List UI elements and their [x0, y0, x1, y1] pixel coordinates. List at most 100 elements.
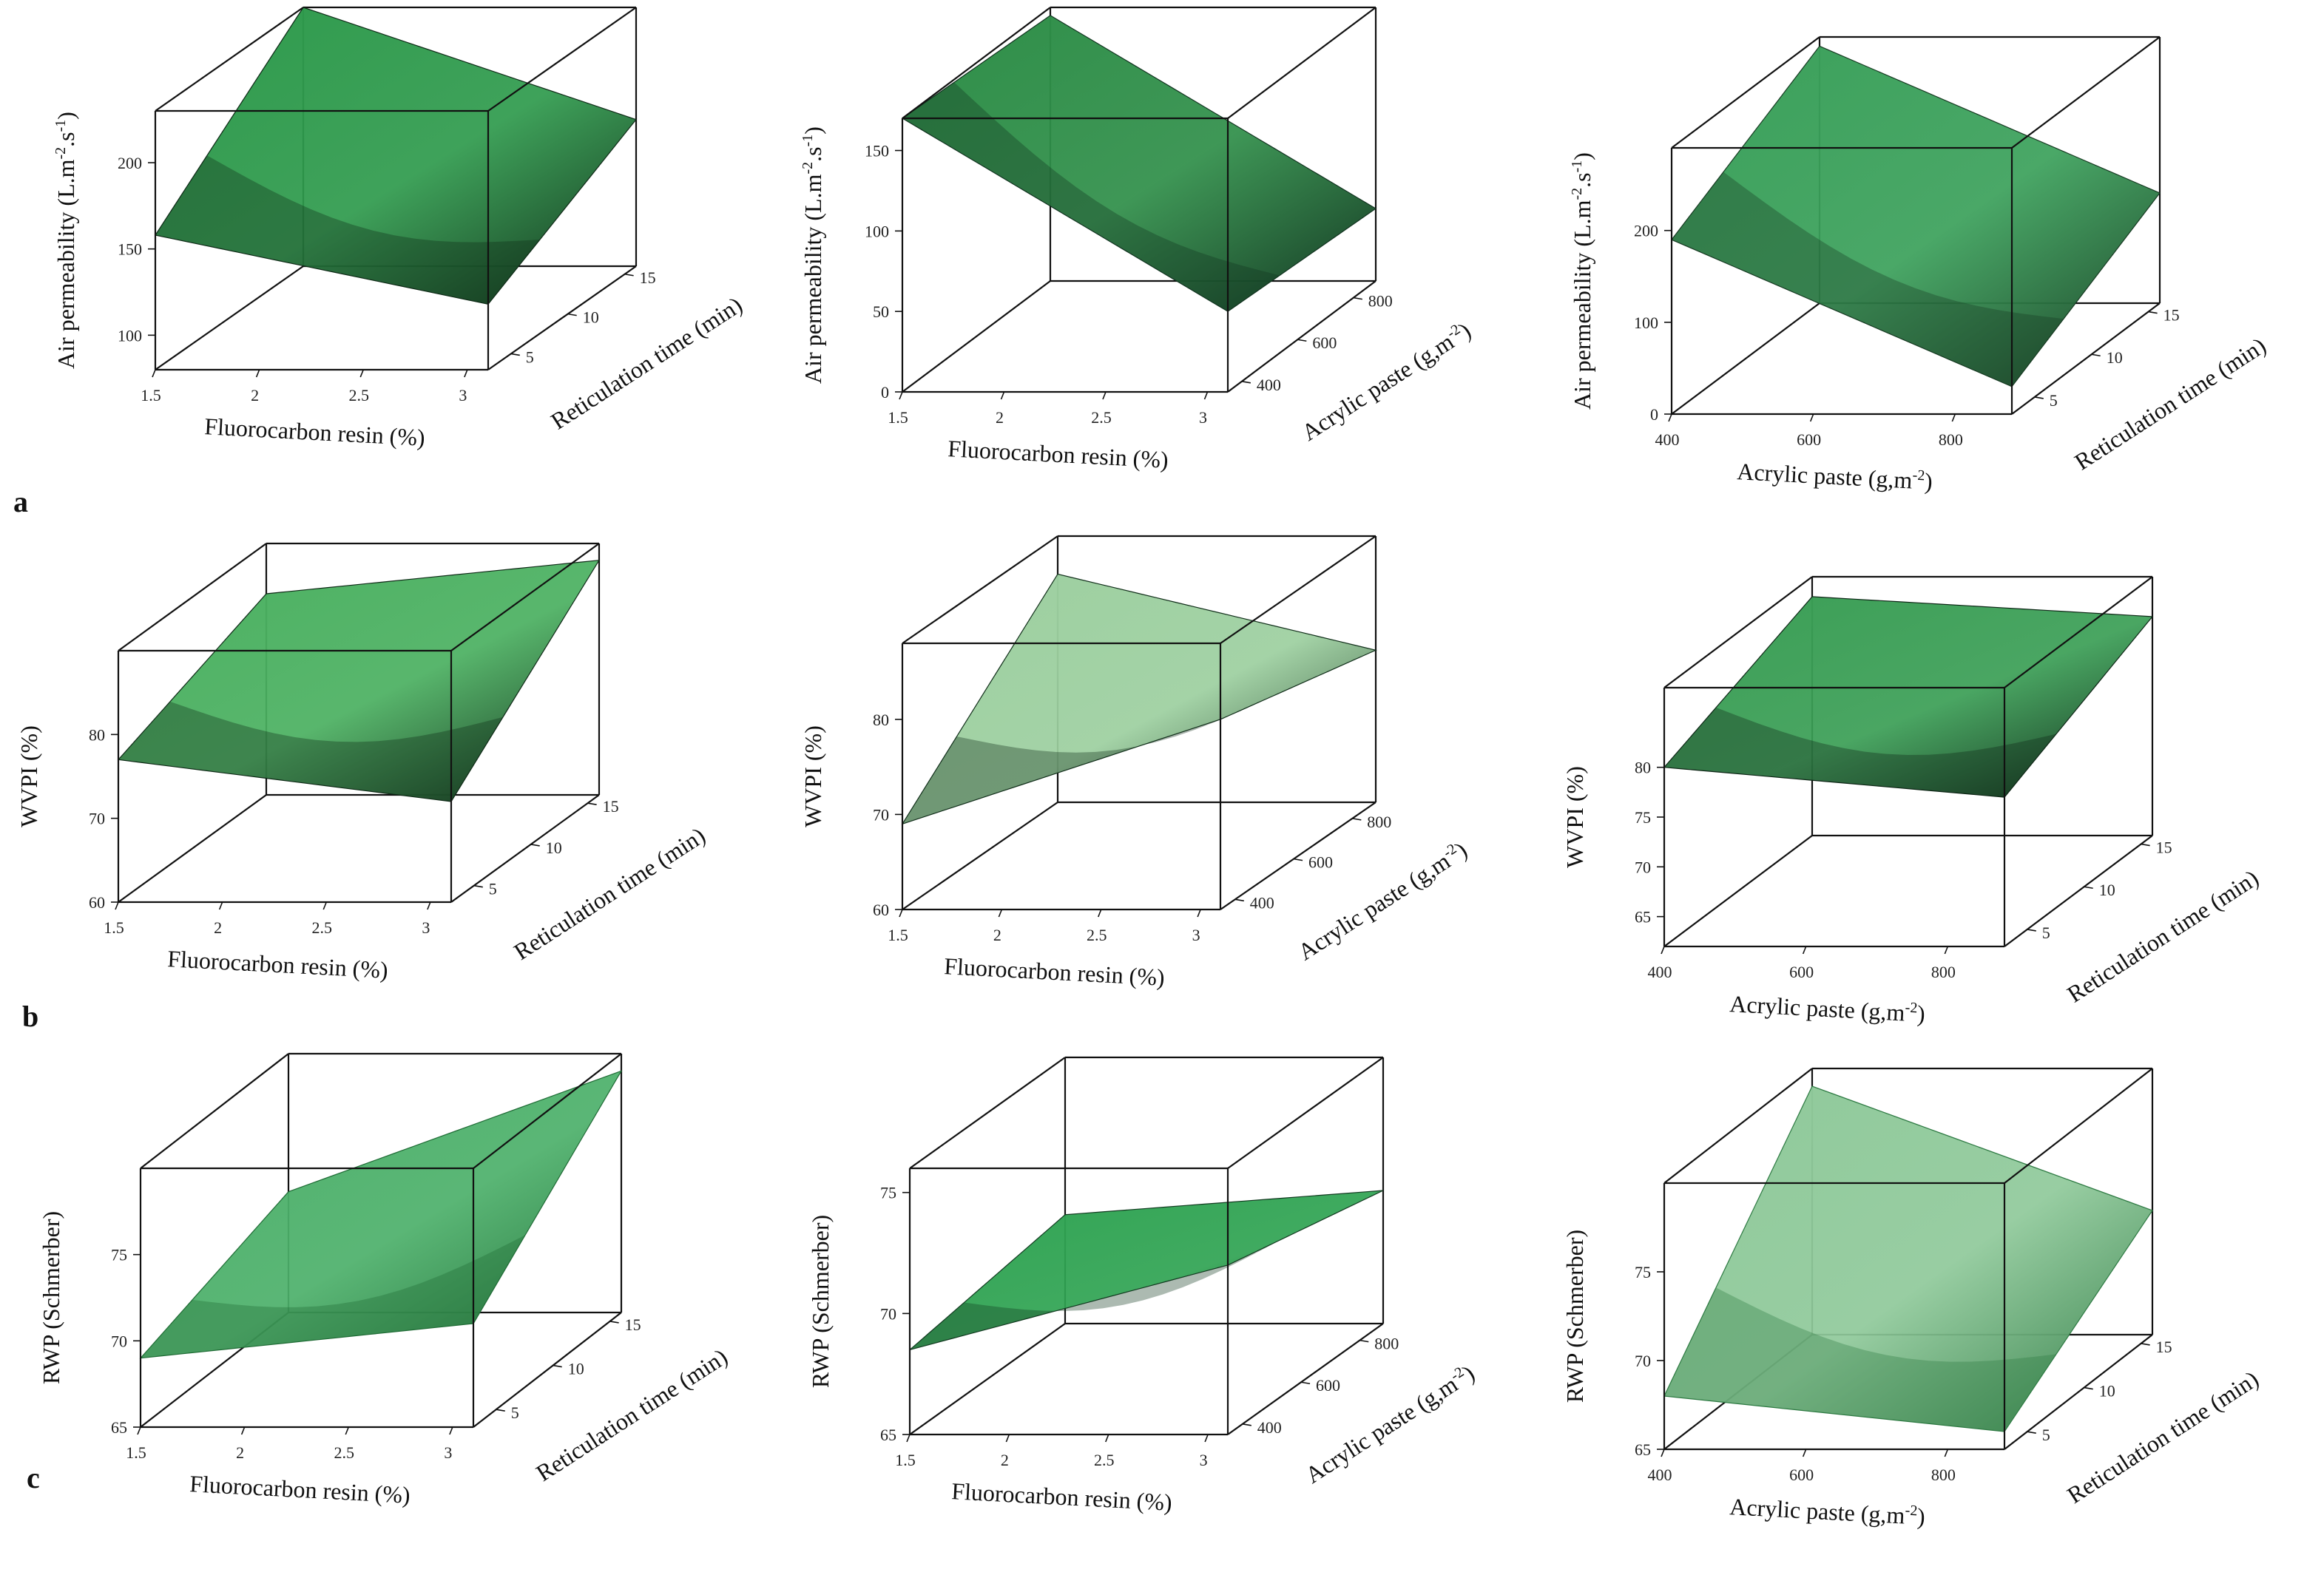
z-tick-label: 200 [118, 154, 142, 172]
box-edge-top-left-depth [118, 543, 267, 651]
response-surface [1671, 45, 2161, 387]
box-edge-left-depth [902, 802, 1058, 910]
x-tick-mark [1809, 413, 1814, 422]
y-tick-mark [1359, 1339, 1369, 1343]
y-tick-label: 10 [568, 1360, 584, 1378]
surface-shading [902, 695, 1275, 824]
y-tick-label: 10 [583, 308, 599, 327]
x-tick-label: 1.5 [126, 1443, 146, 1462]
x-tick-label: 2.5 [1094, 1451, 1115, 1469]
y-tick-label: 10 [2107, 348, 2123, 367]
x-tick-mark [899, 391, 903, 400]
box-edge-bottom-right-depth [2011, 302, 2161, 415]
y-tick-label: 400 [1257, 376, 1281, 394]
surface-shading [1664, 1287, 2056, 1432]
x-axis-label: Acrylic paste (g,m-2) [1729, 990, 1926, 1027]
x-tick-label: 1.5 [895, 1451, 916, 1469]
z-tick-label: 70 [880, 1304, 896, 1323]
y-tick-label: 5 [2050, 391, 2058, 410]
x-tick-label: 2 [214, 918, 222, 937]
x-tick-label: 2 [251, 386, 259, 404]
z-tick-label: 70 [111, 1332, 127, 1350]
box-edge-bottom-right-depth [1227, 280, 1377, 393]
box-edge-top-left-depth [1663, 1068, 1813, 1184]
surface-chart-1: 1.5 2 2.5 3 5 10 15 100 150 200 Fluorocarbon resin… [53, 6, 747, 451]
y-tick-label: 400 [1257, 1418, 1282, 1437]
box-edge-bottom-right-depth [2004, 1334, 2153, 1450]
x-tick-mark [1203, 391, 1209, 400]
z-tick-label: 150 [865, 142, 889, 160]
z-axis-label: WVPI (%) [16, 725, 42, 827]
x-tick-mark [255, 369, 260, 378]
z-tick-label: 70 [89, 810, 105, 828]
x-tick-label: 2 [1001, 1451, 1009, 1469]
box-edge-top-right-depth [2011, 36, 2161, 149]
x-tick-label: 800 [1931, 963, 1956, 981]
y-tick-mark [1234, 898, 1244, 902]
z-tick-label: 75 [1635, 1263, 1651, 1281]
x-tick-label: 3 [1199, 408, 1207, 427]
box-edge-bottom-right-depth [450, 794, 600, 903]
box-edge-top-right-depth [1220, 535, 1377, 644]
y-tick-label: 5 [2042, 924, 2050, 942]
z-tick-label: 70 [873, 805, 889, 824]
x-axis-label: Fluorocarbon resin (%) [951, 1477, 1173, 1516]
box-edge-top-right-depth [450, 543, 600, 651]
z-tick-label: 50 [873, 302, 889, 321]
y-tick-mark [553, 1364, 562, 1368]
y-tick-mark [2027, 929, 2036, 932]
x-axis-label: Fluorocarbon resin (%) [944, 952, 1166, 991]
box-edge-bottom-right-depth [1227, 1323, 1384, 1435]
y-tick-mark [624, 273, 634, 277]
box-edge-top-right-depth [487, 7, 637, 112]
box-edge-top-right-depth [1227, 1057, 1384, 1169]
box-edge-top-left-depth [1663, 576, 1813, 688]
y-tick-mark [510, 353, 520, 356]
box-edge-left-depth [902, 280, 1051, 393]
surface-chart-3: 400 600 800 5 10 15 0 100 200 Acrylic paste (g,m-… [1569, 35, 2271, 495]
x-tick-label: 800 [1931, 1466, 1956, 1484]
x-tick-mark [322, 901, 327, 910]
x-axis-label: Fluorocarbon resin (%) [204, 413, 426, 451]
box-edge-top-left-depth [909, 1057, 1066, 1169]
y-tick-mark [2084, 1386, 2093, 1390]
y-tick-mark [2148, 311, 2158, 314]
z-tick-label: 70 [1635, 1352, 1651, 1370]
y-tick-mark [1293, 858, 1303, 861]
surface-chart-7: 1.5 2 2.5 3 5 10 15 65 70 75 Fluorocarbon resin (%… [38, 1052, 732, 1508]
x-tick-label: 3 [1192, 926, 1200, 944]
x-tick-label: 2 [996, 408, 1004, 427]
x-tick-mark [240, 1426, 246, 1435]
x-tick-mark [1802, 946, 1807, 955]
y-tick-mark [609, 1321, 619, 1324]
box-edge-bottom-right-depth [1220, 802, 1377, 910]
x-tick-mark [1668, 413, 1672, 422]
response-surface [901, 573, 1377, 825]
x-tick-label: 2.5 [1087, 926, 1107, 944]
box-edge-left-depth [1663, 835, 1813, 947]
y-tick-mark [473, 884, 483, 888]
box-edge-top-left-depth [1671, 36, 1820, 149]
box-edge-left-depth [118, 794, 267, 903]
x-tick-label: 600 [1789, 1466, 1814, 1484]
x-axis-label: Fluorocarbon resin (%) [189, 1470, 411, 1508]
y-tick-mark [587, 802, 597, 805]
z-tick-label: 65 [1635, 908, 1651, 927]
row-label-b: b [22, 1000, 38, 1033]
y-tick-label: 600 [1316, 1376, 1340, 1395]
x-tick-mark [359, 369, 364, 378]
z-tick-label: 100 [118, 326, 142, 345]
y-tick-label: 10 [546, 839, 562, 857]
y-axis-label: Reticulation time (min) [531, 1343, 732, 1486]
box-edge-top-left-depth [155, 7, 304, 112]
y-tick-label: 800 [1368, 292, 1393, 311]
x-tick-mark [1802, 1449, 1807, 1457]
z-tick-label: 75 [880, 1184, 896, 1202]
box-edge-bottom-right-depth [2004, 835, 2153, 947]
y-tick-mark [1297, 339, 1307, 342]
y-tick-mark [2141, 843, 2150, 847]
y-tick-label: 10 [2099, 1382, 2115, 1400]
y-tick-mark [1241, 381, 1251, 384]
x-axis-label: Acrylic paste (g,m-2) [1737, 458, 1933, 495]
y-tick-mark [1352, 818, 1362, 821]
